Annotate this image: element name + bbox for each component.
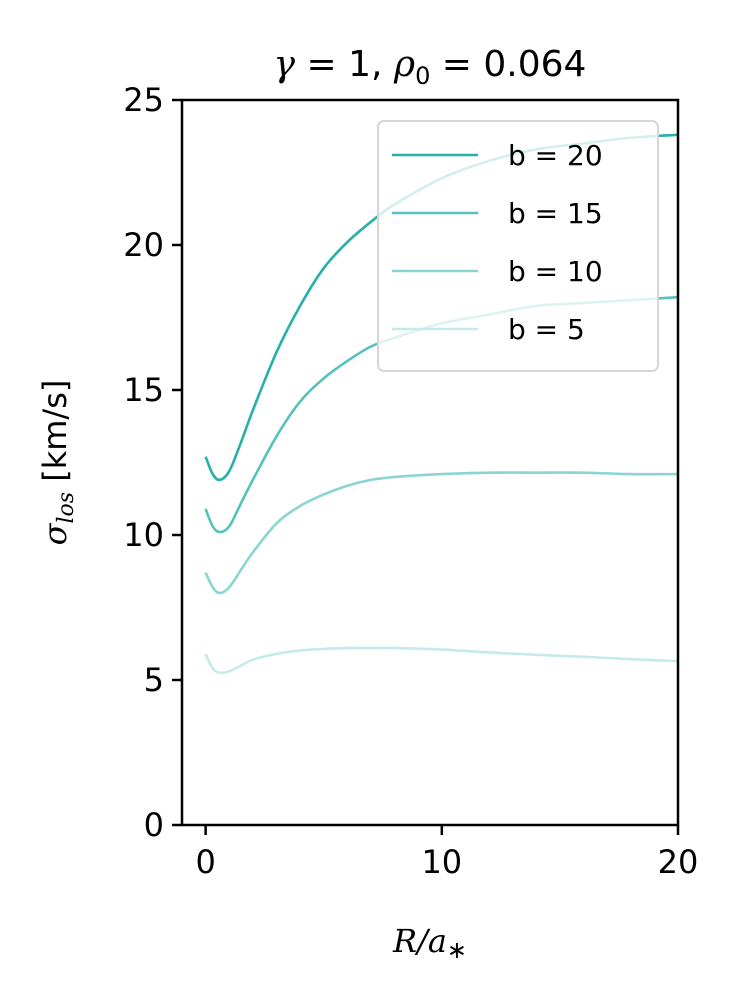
y-axis-label-units: [km/s] [36, 380, 74, 492]
title-rho-eq: = 0.064 [430, 44, 586, 85]
y-tick-label: 10 [123, 516, 164, 554]
y-axis-label-sigma: σ [36, 522, 74, 545]
x-axis-label: R/a∗ [392, 922, 467, 964]
ticks-layer: 0 10 20 0 5 10 15 20 25 [123, 81, 698, 881]
legend-label: b = 15 [508, 197, 603, 230]
y-tick-label: 25 [123, 81, 164, 119]
series-line-4 [204, 646, 678, 675]
legend-label: b = 10 [508, 255, 603, 288]
legend-label: b = 20 [508, 139, 603, 172]
title-rho-symbol: ρ [393, 44, 415, 85]
y-tick-label: 0 [144, 806, 164, 844]
y-tick-label: 20 [123, 226, 164, 264]
y-axis-label-subscript: los [54, 492, 79, 524]
title-rho-subscript: 0 [415, 62, 430, 90]
plot-frame [180, 98, 680, 827]
x-axis-label-main: R/a [392, 922, 447, 960]
x-tick-label: 0 [195, 843, 215, 881]
legend-box [377, 120, 659, 372]
title-gamma-symbol: γ [274, 44, 296, 85]
y-tick-label: 5 [144, 661, 164, 699]
x-tick-label: 20 [658, 843, 699, 881]
series-line-3 [204, 471, 678, 595]
y-tick-label: 15 [123, 371, 164, 409]
legend: b = 20 b = 15 b = 10 b = 5 [377, 120, 659, 372]
y-axis-label: σlos [km/s] [36, 380, 79, 546]
x-axis-label-subscript: ∗ [447, 936, 467, 964]
chart-title: γ = 1, ρ0 = 0.064 [274, 44, 587, 90]
legend-label: b = 5 [508, 313, 585, 346]
x-tick-label: 10 [421, 843, 462, 881]
title-gamma-eq: = 1, [295, 44, 394, 85]
